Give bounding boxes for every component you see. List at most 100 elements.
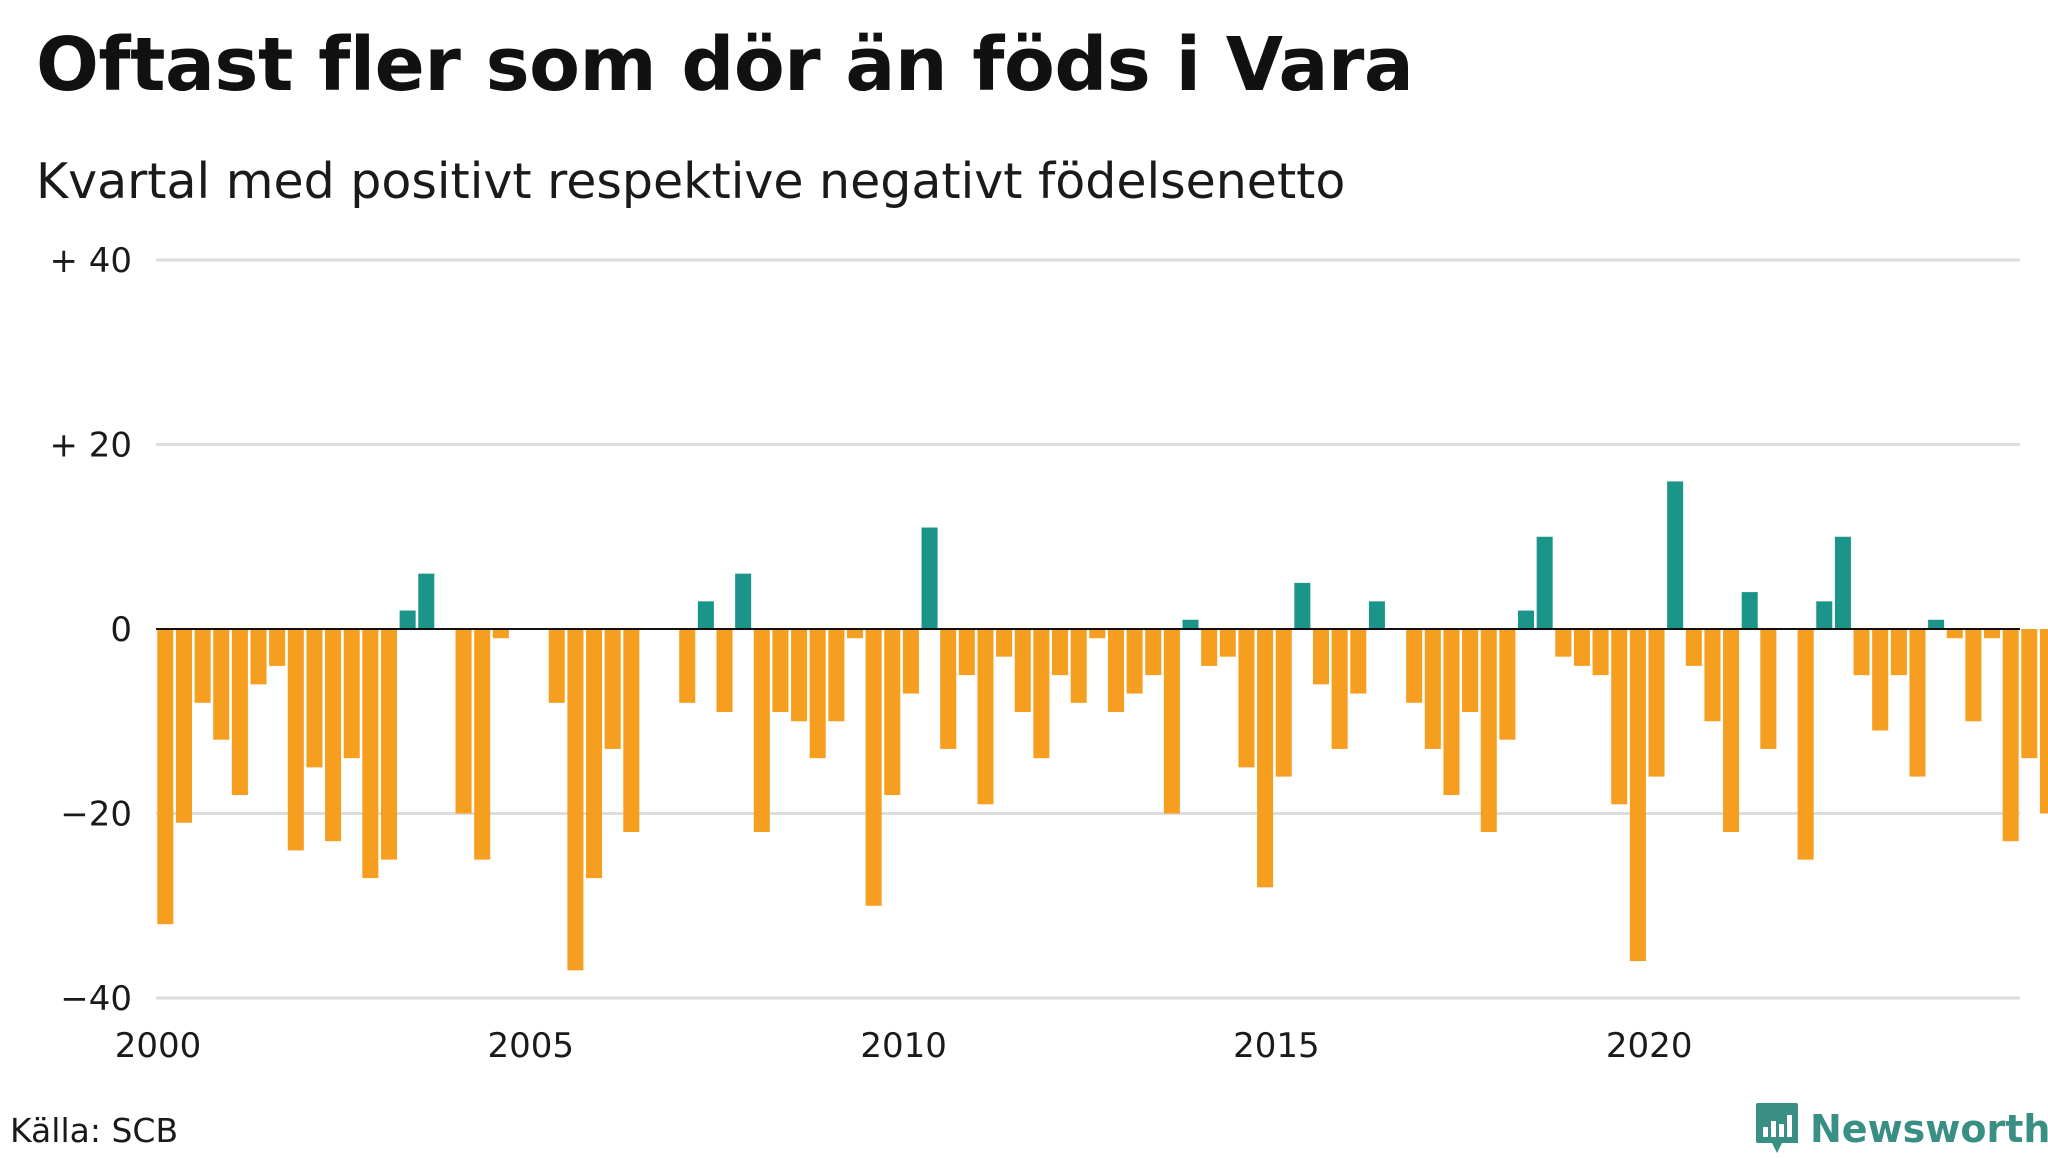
chart-title: Oftast fler som dör än föds i Vara [36,22,1414,108]
bar-negative [1648,629,1665,777]
bar-positive [399,610,416,629]
bar-negative [157,629,174,925]
bar-positive [1294,582,1311,630]
bar-positive [921,527,938,629]
bar-negative [1219,629,1236,657]
bar-negative [194,629,211,703]
y-tick-label: −40 [60,979,132,1019]
bar-positive [1518,610,1535,629]
bar-negative [1984,629,2001,639]
y-tick-label: + 40 [49,241,132,281]
bar-chart: + 40 + 20 0 −20 −40 2000 2005 2010 2015 2020 [49,241,2048,1066]
bar-negative [884,629,901,796]
bar-positive [1667,481,1684,629]
bar-negative [1089,629,1106,639]
bar-negative [1257,629,1274,888]
bar-negative [1797,629,1814,860]
bar-negative [753,629,770,832]
bar-negative [1890,629,1907,676]
x-tick-label: 2020 [1606,1026,1693,1066]
bar-positive [1741,592,1758,629]
bar-negative [1107,629,1124,713]
bar-negative [1629,629,1646,962]
bar-negative [809,629,826,759]
source-label: Källa: SCB [10,1111,179,1150]
bar-negative [1872,629,1889,731]
bar-negative [250,629,267,685]
y-tick-label: −20 [60,795,132,835]
bar-negative [1275,629,1292,777]
bar-negative [1909,629,1926,777]
bar-positive [418,573,435,629]
bar-negative [1145,629,1162,676]
bar-negative [1052,629,1069,676]
bar-negative [1312,629,1330,685]
bar-negative [1238,629,1255,768]
bar-negative [306,629,323,768]
bar-negative [1946,629,1963,639]
x-tick-label: 2000 [115,1026,202,1066]
bar-positive [735,573,752,629]
bar-negative [492,629,509,639]
bar-negative [977,629,994,805]
bar-negative [1350,629,1367,694]
x-axis-tick-labels: 2000 2005 2010 2015 2020 [115,1026,1693,1066]
bar-negative [380,629,398,860]
bar-negative [1685,629,1702,666]
x-tick-label: 2015 [1233,1026,1320,1066]
bar-negative [1033,629,1050,759]
bar-negative [623,629,640,832]
bar-negative [940,629,957,749]
bar-negative [1014,629,1031,713]
bar-negative [1406,629,1423,703]
bar-negative [772,629,789,713]
bar-negative [362,629,379,879]
bar-negative [586,629,603,879]
bar-negative [1555,629,1572,657]
bar-negative [1424,629,1441,749]
bar-negative [846,629,864,639]
bar-negative [791,629,808,722]
bar-positive [1816,601,1833,629]
bar-negative [1611,629,1628,805]
bar-positive [1834,536,1851,629]
bar-negative [679,629,696,703]
bar-negative [287,629,304,851]
brand-logo[interactable]: Newsworthy [1754,1100,2048,1158]
bar-positive [1928,619,1945,629]
bar-negative [269,629,286,666]
bar-negative [1163,629,1180,814]
bar-negative [716,629,733,713]
y-tick-label: + 20 [49,426,132,466]
bar-negative [996,629,1013,657]
bar-positive [1368,601,1385,629]
bar-negative [958,629,975,676]
bar-negative [1723,629,1740,832]
bar-negative [865,629,882,906]
bar-negative [2002,629,2019,842]
bar-negative [231,629,248,796]
brand-name: Newsworthy [1810,1107,2048,1151]
bar-negative [1443,629,1460,796]
bar-negative [1853,629,1870,676]
bar-negative [548,629,565,703]
bar-negative [1573,629,1590,666]
bar-positive [1536,536,1553,629]
bar-negative [213,629,230,740]
bars [157,481,2048,971]
bar-negative [1126,629,1143,694]
bar-negative [1070,629,1087,703]
bar-negative [474,629,491,860]
y-tick-label: 0 [110,610,132,650]
bar-positive [697,601,714,629]
bar-negative [902,629,919,694]
bar-negative [1499,629,1516,740]
bar-negative [1965,629,1982,722]
bar-negative [1760,629,1777,749]
bar-negative [828,629,845,722]
bar-negative [1592,629,1609,676]
bar-negative [325,629,342,842]
bar-negative [343,629,360,759]
bar-negative [567,629,584,971]
bar-chart-badge-icon [1756,1103,1798,1153]
